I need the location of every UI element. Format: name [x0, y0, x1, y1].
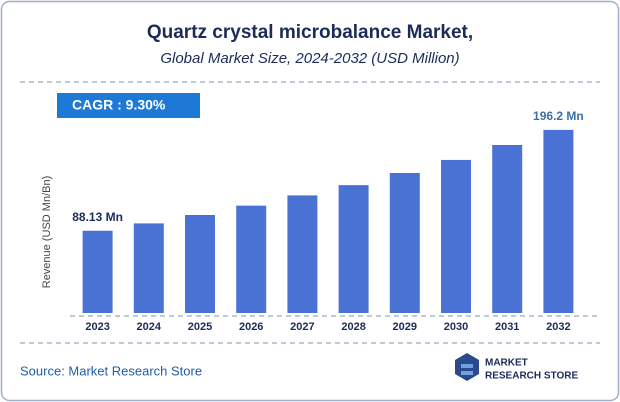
x-tick-label: 2032: [546, 321, 570, 333]
bar: [389, 173, 420, 313]
x-tick-label: 2031: [495, 321, 519, 333]
value-label: 88.13 Mn: [72, 210, 123, 224]
bar: [287, 195, 318, 313]
bar: [82, 230, 113, 313]
cagr-box: [57, 93, 200, 118]
bar: [338, 185, 369, 313]
value-label: 196.2 Mn: [533, 109, 584, 123]
bar: [236, 205, 267, 313]
chart-subtitle: Global Market Size, 2024-2032 (USD Milli…: [160, 50, 459, 67]
x-tick-label: 2024: [137, 321, 162, 333]
logo-text: RESEARCH STORE: [485, 371, 578, 382]
x-tick-label: 2027: [290, 321, 314, 333]
bar: [441, 159, 471, 313]
logo: MARKET RESEARCH STORE: [455, 353, 578, 382]
cagr-text: CAGR : 9.30%: [72, 97, 166, 113]
x-tick-label: 2028: [341, 321, 365, 333]
x-tick-label: 2023: [85, 321, 109, 333]
source: Source: Market Research Store: [20, 363, 202, 378]
x-tick-label: 2026: [239, 321, 263, 333]
bar: [543, 129, 574, 313]
x-tick-label: 2025: [188, 321, 212, 333]
bar: [133, 223, 164, 313]
x-tick-label: 2029: [393, 321, 417, 333]
y-axis-label: Revenue (USD Mn/Bn): [41, 176, 53, 289]
bar: [492, 145, 523, 313]
x-tick-label: 2030: [444, 321, 468, 333]
logo-text: MARKET: [485, 358, 528, 369]
bar: [185, 215, 215, 313]
chart-title: Quartz crystal microbalance Market,: [147, 22, 473, 43]
